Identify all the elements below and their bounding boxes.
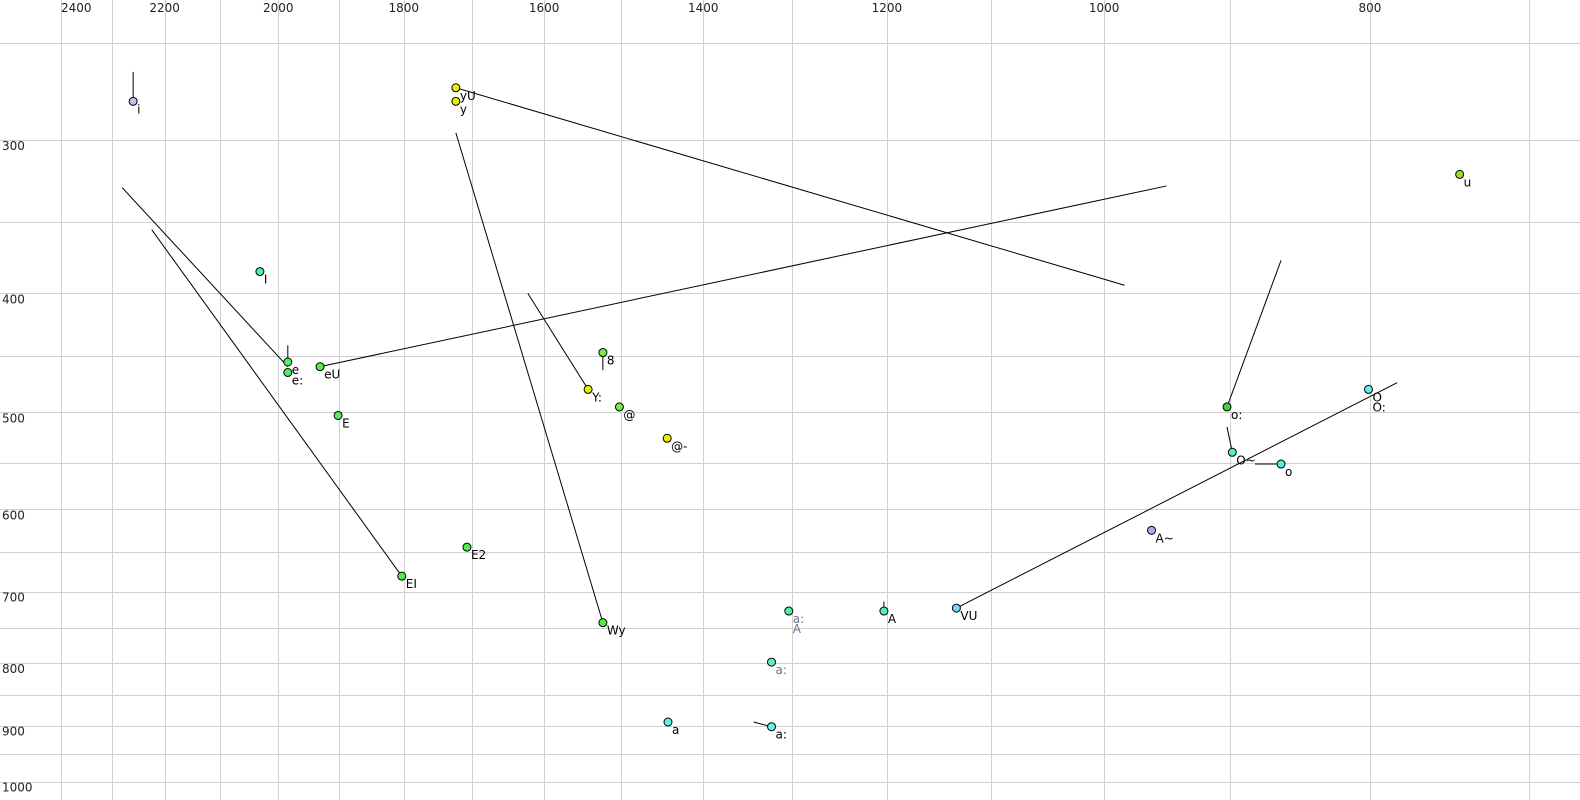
point-label: a: xyxy=(793,612,804,626)
data-point xyxy=(333,410,343,420)
y-tick-label: 700 xyxy=(2,591,25,605)
data-point xyxy=(1147,525,1157,535)
point-label: a: xyxy=(776,728,787,742)
x-tick-label: 2000 xyxy=(263,1,294,15)
data-point xyxy=(663,717,673,727)
y-tick-label: 1000 xyxy=(2,781,33,795)
data-point xyxy=(614,402,624,412)
point-label: Wy xyxy=(607,624,626,638)
data-point xyxy=(283,357,293,367)
data-point xyxy=(583,384,593,394)
point-label: o xyxy=(1285,465,1292,479)
point-label: A~ xyxy=(1156,531,1174,545)
point-label: @ xyxy=(623,408,635,422)
data-point xyxy=(1364,384,1374,394)
point-label: a xyxy=(672,723,679,737)
y-tick-label: 500 xyxy=(2,411,25,425)
point-label: y xyxy=(460,102,467,116)
point-label: i xyxy=(137,102,140,116)
point-label: @- xyxy=(671,439,687,453)
data-point xyxy=(315,362,325,372)
point-label: e: xyxy=(292,373,303,387)
point-label: e xyxy=(292,363,299,377)
point-label: O xyxy=(1373,390,1382,404)
data-point xyxy=(1227,447,1237,457)
point-label: E xyxy=(342,416,350,430)
data-point xyxy=(784,606,794,616)
data-point xyxy=(1276,459,1286,469)
data-point xyxy=(283,367,293,377)
y-tick-label: 600 xyxy=(2,508,25,522)
data-point xyxy=(397,571,407,581)
y-tick-label: 300 xyxy=(2,139,25,153)
data-point xyxy=(767,722,777,732)
point-label: A xyxy=(888,612,897,626)
data-point xyxy=(951,603,961,613)
tick-labels: 2400 2200 2000 1800 1600 1400 1200 1000 800 300 40… xyxy=(2,1,1381,795)
data-point xyxy=(662,433,672,443)
point-label: I xyxy=(264,273,268,287)
point-label: yU xyxy=(460,89,476,103)
y-tick-label: 900 xyxy=(2,725,25,739)
data-point xyxy=(1222,402,1232,412)
data-point xyxy=(598,618,608,628)
point-label: EI xyxy=(406,577,417,591)
trajectory-line xyxy=(1226,260,1282,408)
trajectory-line xyxy=(956,382,1398,609)
point-label: a: xyxy=(776,663,787,677)
x-tick-label: 2400 xyxy=(61,1,92,15)
data-point xyxy=(462,542,472,552)
point-label: o: xyxy=(1231,408,1242,422)
trajectory-line xyxy=(319,185,1167,368)
point-label: O: xyxy=(1373,400,1386,414)
data-point xyxy=(451,83,461,93)
trajectory-line xyxy=(151,229,403,577)
y-tick-label: 400 xyxy=(2,292,25,306)
point-label: A xyxy=(793,622,802,636)
point-label: Y: xyxy=(591,390,602,404)
trajectory-line xyxy=(455,87,1125,286)
data-point xyxy=(767,657,777,667)
trajectories xyxy=(121,71,1398,728)
x-tick-label: 1800 xyxy=(388,1,419,15)
x-tick-label: 800 xyxy=(1359,1,1382,15)
data-point xyxy=(598,348,608,358)
data-point xyxy=(1455,169,1465,179)
trajectory-line xyxy=(121,187,289,368)
x-tick-label: 1200 xyxy=(872,1,903,15)
data-point xyxy=(128,96,138,106)
point-label: O~ xyxy=(1236,453,1256,467)
point-label: VU xyxy=(960,609,977,623)
x-tick-label: 2200 xyxy=(149,1,180,15)
x-tick-label: 1400 xyxy=(688,1,719,15)
data-point xyxy=(879,606,889,616)
point-label: E2 xyxy=(471,548,486,562)
data-point xyxy=(255,267,265,277)
point-label: eU xyxy=(324,368,340,382)
point-label: u xyxy=(1464,175,1472,189)
trajectory-line xyxy=(527,293,589,390)
data-point xyxy=(451,96,461,106)
point-label: 8 xyxy=(607,354,615,368)
y-tick-label: 800 xyxy=(2,662,25,676)
x-tick-label: 1600 xyxy=(529,1,560,15)
x-tick-label: 1000 xyxy=(1089,1,1120,15)
trajectory-line xyxy=(455,132,604,623)
